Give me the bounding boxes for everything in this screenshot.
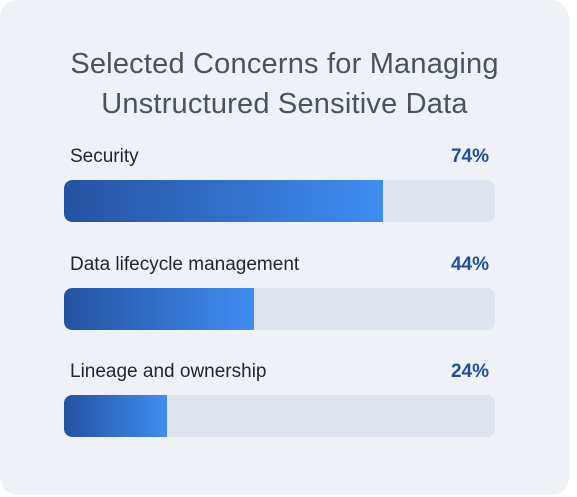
bar-track: [64, 180, 495, 222]
bar: [64, 395, 168, 437]
chart-title-line-2: Unstructured Sensitive Data: [101, 88, 468, 120]
data-label: 74%: [450, 146, 489, 167]
category-label: Security: [70, 146, 139, 167]
bar: [64, 180, 383, 222]
category-label: Lineage and ownership: [70, 361, 267, 382]
bar: [64, 288, 254, 330]
bar-track: [64, 395, 495, 437]
data-label: 24%: [450, 361, 489, 382]
chart-title-line-1: Selected Concerns for Managing: [70, 48, 499, 80]
chart-title: Selected Concerns for Managing Unstructu…: [0, 44, 569, 124]
category-label: Data lifecycle management: [70, 254, 300, 275]
data-label: 44%: [450, 254, 489, 275]
bar-track: [64, 288, 495, 330]
